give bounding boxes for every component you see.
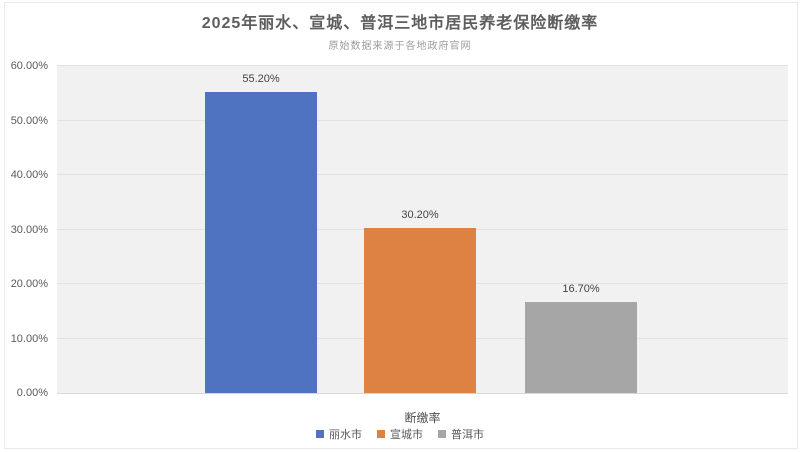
gridline xyxy=(57,174,788,175)
legend-label: 普洱市 xyxy=(451,429,484,441)
y-axis-tick-label: 0.00% xyxy=(16,387,48,399)
bar-丽水市 xyxy=(205,92,317,393)
gridline xyxy=(57,119,788,121)
gridline xyxy=(57,65,788,66)
y-axis-tick-label: 20.00% xyxy=(10,278,48,290)
legend-label: 宣城市 xyxy=(390,429,423,441)
bar-data-label: 30.20% xyxy=(401,209,439,222)
y-axis-tick-label: 30.00% xyxy=(10,223,48,236)
x-axis-category-label: 断缴率 xyxy=(404,411,441,425)
y-axis-tick-label: 50.00% xyxy=(10,114,48,127)
bar-宣城市 xyxy=(364,228,476,393)
legend-swatch-icon xyxy=(438,430,446,438)
chart-subtitle: 原始数据来源于各地政府官网 xyxy=(328,41,472,52)
legend-item-丽水市: 丽水市 xyxy=(316,426,362,442)
legend: 丽水市 宣城市 普洱市 xyxy=(0,426,800,442)
y-axis-tick-label: 60.00% xyxy=(10,60,48,72)
legend-label: 丽水市 xyxy=(329,429,362,441)
bar-data-label: 16.70% xyxy=(562,282,600,295)
y-axis-tick-label: 10.00% xyxy=(10,332,48,345)
legend-item-普洱市: 普洱市 xyxy=(438,426,484,442)
y-axis: 0.00% 10.00% 20.00% 30.00% 40.00% 50.00% 60.00… xyxy=(0,60,50,399)
bar-data-label: 55.20% xyxy=(242,73,280,86)
legend-swatch-icon xyxy=(316,430,324,438)
plot-area: 55.20% 30.20% 16.70% xyxy=(57,65,788,394)
bar-普洱市 xyxy=(525,302,637,393)
legend-swatch-icon xyxy=(377,430,385,438)
chart-title: 2025年丽水、宣城、普洱三地市居民养老保险断缴率 xyxy=(201,15,599,32)
legend-item-宣城市: 宣城市 xyxy=(377,426,423,442)
y-axis-tick-label: 40.00% xyxy=(10,169,48,181)
